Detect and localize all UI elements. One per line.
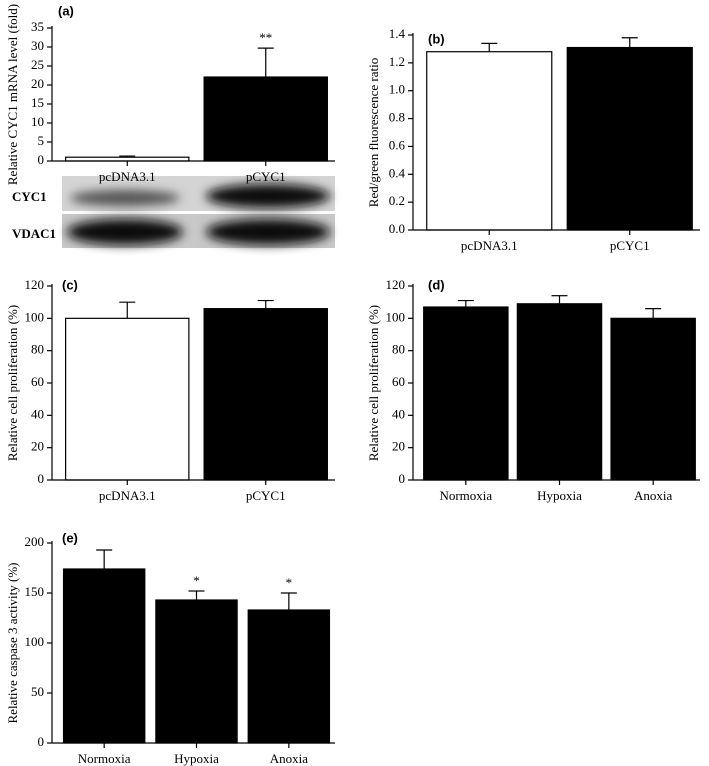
x-tick-label: pcDNA3.1: [99, 488, 156, 503]
y-tick-label: 80: [392, 342, 405, 357]
panel-label: (e): [62, 530, 78, 545]
bar: [203, 76, 328, 162]
x-tick-label: pcDNA3.1: [461, 238, 518, 253]
blot-band: [206, 219, 330, 245]
bar: [247, 609, 331, 744]
y-axis-title: Red/green fluorescence ratio: [366, 58, 381, 207]
x-tick-label: pCYC1: [246, 169, 286, 184]
significance-label: **: [259, 30, 272, 45]
y-tick-label: 35: [31, 19, 44, 34]
western-blot: [62, 176, 335, 248]
panel-label: (a): [58, 3, 74, 18]
y-tick-label: 120: [386, 277, 406, 292]
y-tick-label: 0.8: [389, 110, 405, 125]
significance-label: *: [286, 575, 293, 590]
y-tick-label: 40: [31, 406, 44, 421]
y-axis-title: Relative CYC1 mRNA level (fold): [5, 4, 20, 185]
y-tick-label: 20: [392, 439, 405, 454]
y-tick-label: 40: [392, 406, 405, 421]
blot-band: [206, 184, 330, 208]
x-tick-label: pCYC1: [610, 238, 650, 253]
x-tick-label: pCYC1: [246, 488, 286, 503]
x-tick-label: Normoxia: [439, 488, 492, 503]
bar: [203, 308, 328, 481]
significance-label: *: [193, 573, 200, 588]
bar: [426, 51, 553, 231]
bar: [423, 306, 509, 481]
bar: [155, 599, 238, 744]
y-tick-label: 0: [38, 471, 45, 486]
blot-band: [67, 219, 183, 245]
y-tick-label: 100: [25, 309, 45, 324]
y-tick-label: 0.2: [389, 193, 405, 208]
y-tick-label: 120: [25, 277, 45, 292]
bar: [62, 568, 146, 744]
panel-label: (d): [428, 277, 445, 292]
y-tick-label: 1.4: [389, 26, 406, 41]
bar: [566, 46, 693, 231]
x-tick-label: Hypoxia: [174, 751, 219, 766]
x-tick-label: Normoxia: [78, 751, 131, 766]
x-tick-label: Anoxia: [270, 751, 309, 766]
y-tick-label: 0.6: [389, 137, 406, 152]
y-tick-label: 25: [31, 57, 44, 72]
y-tick-label: 15: [31, 95, 44, 110]
y-tick-label: 1.0: [389, 82, 405, 97]
y-tick-label: 0.4: [389, 165, 406, 180]
x-tick-label: Anoxia: [634, 488, 673, 503]
blot-row-label: VDAC1: [12, 226, 56, 241]
panel-label: (b): [428, 31, 445, 46]
blot-band: [70, 190, 180, 206]
y-tick-label: 100: [386, 309, 406, 324]
y-tick-label: 100: [25, 634, 45, 649]
y-tick-label: 30: [31, 38, 44, 53]
x-tick-label: Hypoxia: [537, 488, 582, 503]
y-tick-label: 200: [25, 534, 45, 549]
y-tick-label: 60: [31, 374, 44, 389]
y-tick-label: 10: [31, 114, 44, 129]
y-axis-title: Relative cell proliferation (%): [366, 305, 381, 461]
y-tick-label: 5: [38, 133, 45, 148]
y-axis-title: Relative cell proliferation (%): [5, 305, 20, 461]
y-tick-label: 0: [38, 734, 45, 749]
bar: [65, 317, 190, 481]
blot-row-label: CYC1: [12, 189, 47, 204]
x-tick-label: pcDNA3.1: [99, 169, 156, 184]
y-tick-label: 20: [31, 76, 44, 91]
y-axis-title: Relative caspase 3 activity (%): [5, 563, 20, 724]
y-tick-label: 1.2: [389, 54, 405, 69]
y-tick-label: 20: [31, 439, 44, 454]
y-tick-label: 0: [399, 471, 406, 486]
panel-label: (c): [62, 277, 78, 292]
bar: [610, 317, 696, 481]
y-tick-label: 150: [25, 584, 45, 599]
y-tick-label: 60: [392, 374, 405, 389]
y-tick-label: 0: [38, 152, 45, 167]
bar: [516, 303, 603, 481]
y-tick-label: 0.0: [389, 221, 405, 236]
y-tick-label: 80: [31, 342, 44, 357]
y-tick-label: 50: [31, 684, 44, 699]
